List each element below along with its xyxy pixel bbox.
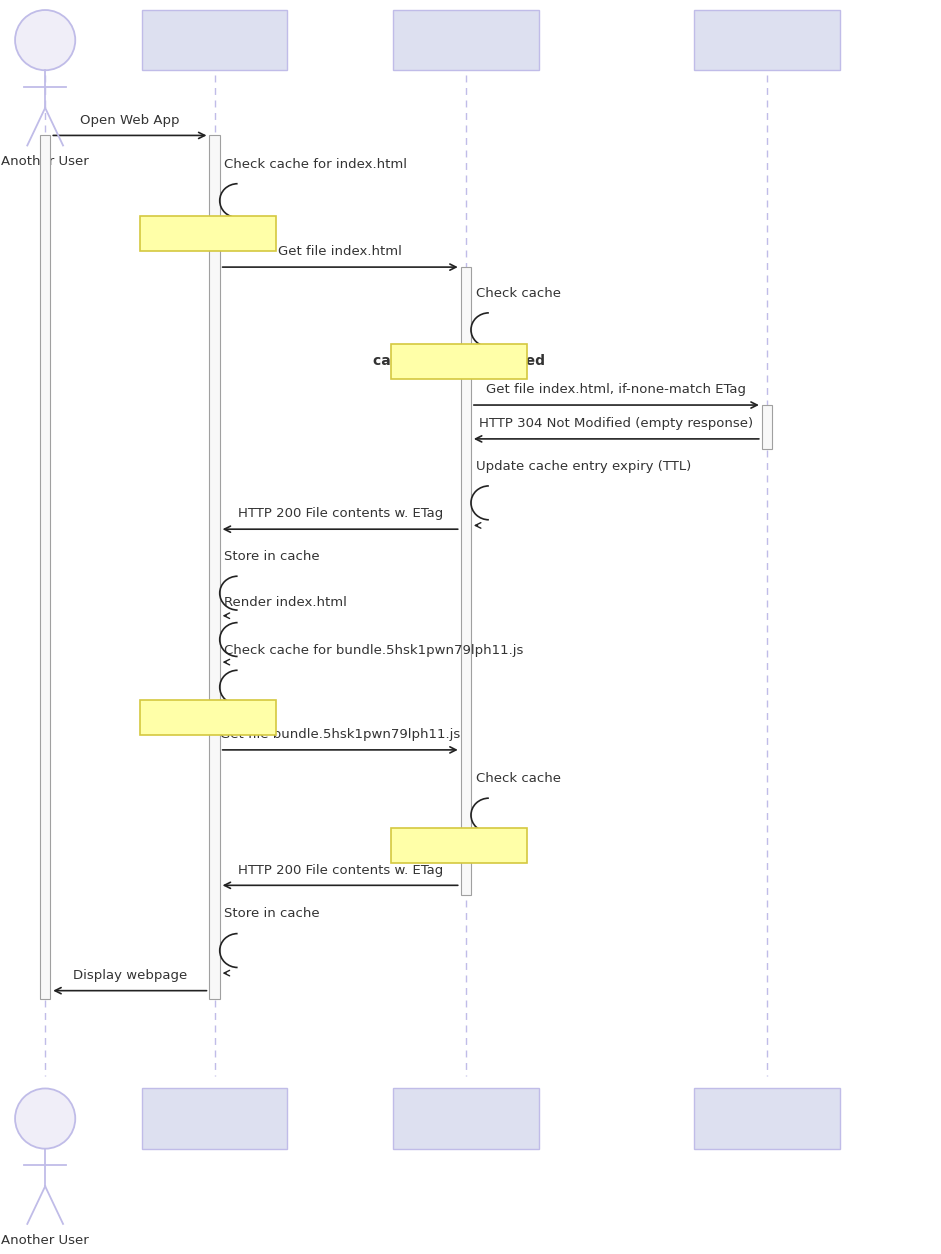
Text: Check cache: Check cache bbox=[475, 772, 561, 785]
Text: CloudFront: CloudFront bbox=[423, 33, 509, 48]
Text: Another User: Another User bbox=[1, 1234, 89, 1246]
Ellipse shape bbox=[15, 1088, 75, 1149]
Text: Get file bundle.5hsk1pwn79lph11.js: Get file bundle.5hsk1pwn79lph11.js bbox=[220, 729, 460, 741]
Text: Another User: Another User bbox=[1, 155, 89, 168]
Text: Open Web App: Open Web App bbox=[80, 114, 180, 127]
Text: cache hit: cache hit bbox=[423, 838, 495, 853]
Text: Get file index.html: Get file index.html bbox=[279, 246, 402, 258]
FancyBboxPatch shape bbox=[391, 828, 527, 863]
FancyBboxPatch shape bbox=[40, 135, 51, 999]
FancyBboxPatch shape bbox=[393, 10, 538, 70]
Text: Store in cache: Store in cache bbox=[224, 908, 320, 920]
Text: HTTP 200 File contents w. ETag: HTTP 200 File contents w. ETag bbox=[237, 864, 443, 877]
FancyBboxPatch shape bbox=[461, 267, 470, 895]
Text: Render index.html: Render index.html bbox=[224, 597, 347, 609]
Text: cache miss: cache miss bbox=[165, 226, 250, 241]
Text: Another Browser: Another Browser bbox=[148, 33, 281, 48]
Text: Update cache entry expiry (TTL): Update cache entry expiry (TTL) bbox=[475, 460, 691, 473]
Text: Get file index.html, if-none-match ETag: Get file index.html, if-none-match ETag bbox=[486, 384, 746, 396]
FancyBboxPatch shape bbox=[393, 1088, 538, 1149]
FancyBboxPatch shape bbox=[139, 216, 276, 251]
FancyBboxPatch shape bbox=[209, 135, 219, 999]
Text: S3: S3 bbox=[757, 33, 777, 48]
Text: Store in cache: Store in cache bbox=[224, 551, 320, 563]
Text: Display webpage: Display webpage bbox=[72, 969, 187, 982]
FancyBboxPatch shape bbox=[142, 10, 288, 70]
Text: HTTP 200 File contents w. ETag: HTTP 200 File contents w. ETag bbox=[237, 508, 443, 520]
Text: Check cache: Check cache bbox=[475, 287, 561, 300]
FancyBboxPatch shape bbox=[762, 405, 772, 449]
FancyBboxPatch shape bbox=[139, 700, 276, 735]
Text: CloudFront: CloudFront bbox=[423, 1111, 509, 1126]
Text: Another Browser: Another Browser bbox=[148, 1111, 281, 1126]
Text: Check cache for bundle.5hsk1pwn79lph11.js: Check cache for bundle.5hsk1pwn79lph11.j… bbox=[224, 645, 524, 657]
FancyBboxPatch shape bbox=[694, 1088, 839, 1149]
Text: cache miss: cache miss bbox=[165, 710, 250, 725]
FancyBboxPatch shape bbox=[694, 10, 839, 70]
Text: Check cache for index.html: Check cache for index.html bbox=[224, 158, 407, 171]
Ellipse shape bbox=[15, 10, 75, 70]
Text: cache hit, but expired: cache hit, but expired bbox=[373, 354, 545, 369]
Text: S3: S3 bbox=[757, 1111, 777, 1126]
Text: HTTP 304 Not Modified (empty response): HTTP 304 Not Modified (empty response) bbox=[479, 418, 754, 430]
FancyBboxPatch shape bbox=[142, 1088, 288, 1149]
FancyBboxPatch shape bbox=[391, 344, 527, 379]
